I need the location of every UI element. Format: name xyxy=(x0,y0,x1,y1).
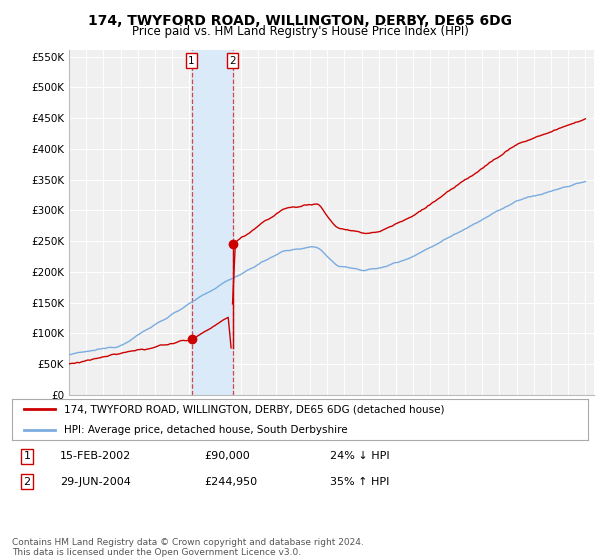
Text: 1: 1 xyxy=(23,451,31,461)
Text: Contains HM Land Registry data © Crown copyright and database right 2024.
This d: Contains HM Land Registry data © Crown c… xyxy=(12,538,364,557)
Text: 1: 1 xyxy=(188,55,195,66)
Text: 29-JUN-2004: 29-JUN-2004 xyxy=(60,477,131,487)
Text: 35% ↑ HPI: 35% ↑ HPI xyxy=(330,477,389,487)
Text: 24% ↓ HPI: 24% ↓ HPI xyxy=(330,451,389,461)
Text: 15-FEB-2002: 15-FEB-2002 xyxy=(60,451,131,461)
Bar xyxy=(191,50,233,395)
Text: £244,950: £244,950 xyxy=(204,477,257,487)
Text: 174, TWYFORD ROAD, WILLINGTON, DERBY, DE65 6DG: 174, TWYFORD ROAD, WILLINGTON, DERBY, DE… xyxy=(88,14,512,28)
Text: Price paid vs. HM Land Registry's House Price Index (HPI): Price paid vs. HM Land Registry's House … xyxy=(131,25,469,38)
Text: HPI: Average price, detached house, South Derbyshire: HPI: Average price, detached house, Sout… xyxy=(64,424,347,435)
Text: 2: 2 xyxy=(23,477,31,487)
Text: 2: 2 xyxy=(229,55,236,66)
Text: £90,000: £90,000 xyxy=(204,451,250,461)
Text: 174, TWYFORD ROAD, WILLINGTON, DERBY, DE65 6DG (detached house): 174, TWYFORD ROAD, WILLINGTON, DERBY, DE… xyxy=(64,404,445,414)
